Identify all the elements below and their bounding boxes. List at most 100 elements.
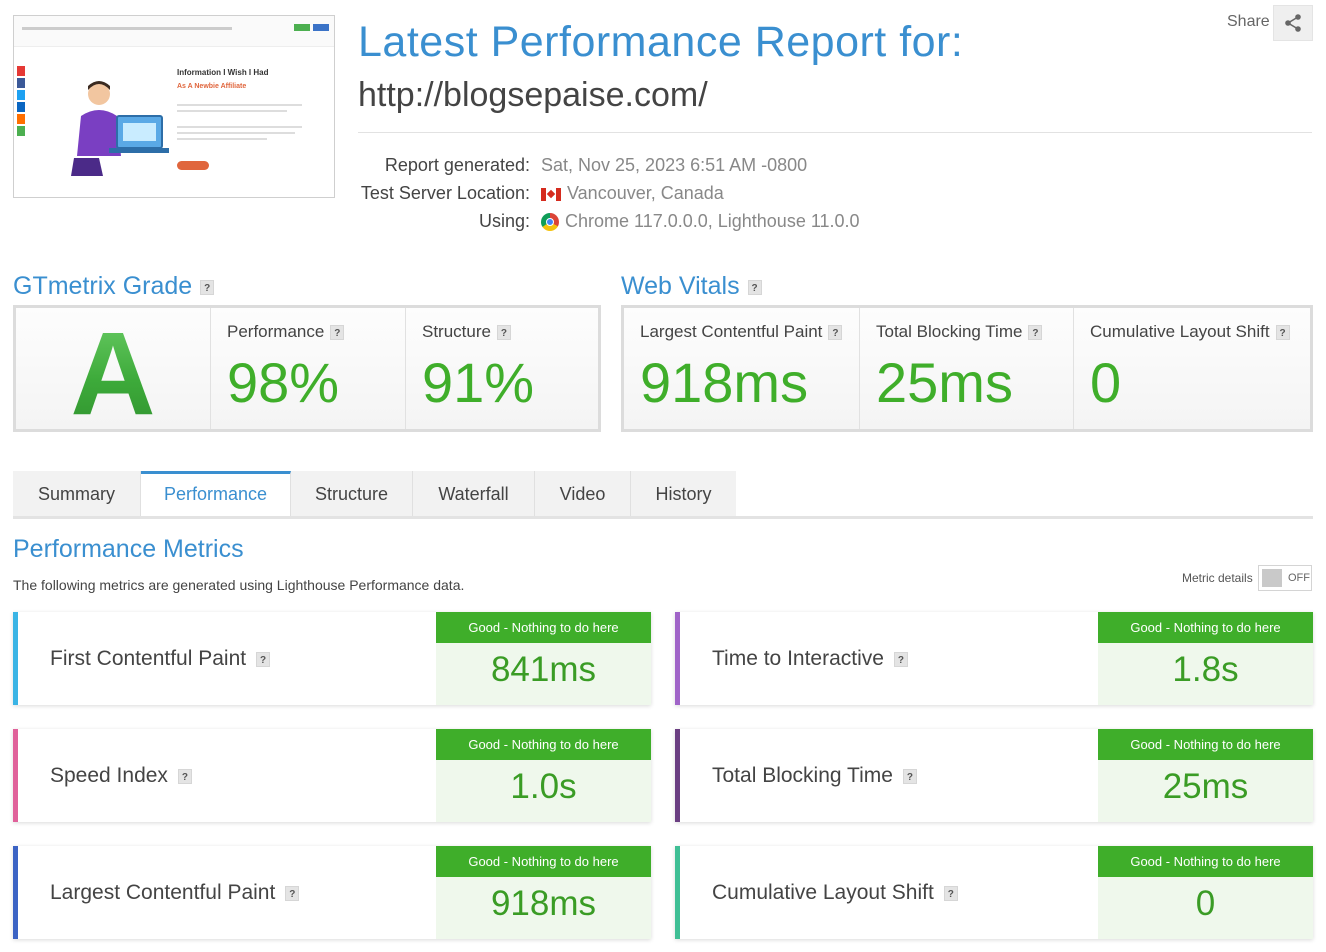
share-button[interactable] xyxy=(1273,5,1313,41)
thumbnail-cta xyxy=(177,161,209,170)
metric-rating-badge: Good - Nothing to do here xyxy=(1098,612,1313,643)
metric-details-label: Metric details xyxy=(1182,571,1253,585)
metric-rating-badge: Good - Nothing to do here xyxy=(436,846,651,877)
metric-value: 0 xyxy=(1195,884,1216,923)
report-generated-label: Report generated: xyxy=(384,155,530,175)
page-screenshot-thumbnail[interactable]: Information I Wish I Had As A Newbie Aff… xyxy=(13,15,335,198)
metric-help-icon[interactable]: ? xyxy=(902,768,917,784)
vitals-help-icon[interactable]: ? xyxy=(747,279,762,295)
metric-value: 1.0s xyxy=(510,767,577,806)
performance-score-label: Performance? xyxy=(227,322,345,342)
grade-letter-cell: A xyxy=(16,308,211,440)
metric-accent-bar xyxy=(13,846,18,939)
metric-card-largest-contentful-paint: Largest Contentful Paint? Good - Nothing… xyxy=(13,846,651,939)
header-divider xyxy=(358,132,1312,133)
thumbnail-social-icons xyxy=(17,66,25,138)
grade-letter: A xyxy=(16,306,210,442)
metric-help-icon[interactable]: ? xyxy=(893,651,908,667)
vital-cls-label: Cumulative Layout Shift? xyxy=(1090,322,1290,342)
cls-help-icon[interactable]: ? xyxy=(1275,325,1290,341)
metric-help-icon[interactable]: ? xyxy=(943,885,958,901)
metric-rating: Good - Nothing to do here 918ms xyxy=(436,846,651,939)
metric-rating-badge: Good - Nothing to do here xyxy=(1098,846,1313,877)
vital-lcp-cell: Largest Contentful Paint? 918ms xyxy=(624,308,860,429)
metric-help-icon[interactable]: ? xyxy=(285,885,300,901)
metric-rating-badge: Good - Nothing to do here xyxy=(1098,729,1313,760)
metric-rating-badge: Good - Nothing to do here xyxy=(436,729,651,760)
metric-details-toggle[interactable]: OFF xyxy=(1258,565,1312,591)
metric-value: 841ms xyxy=(490,650,597,689)
vital-cls-cell: Cumulative Layout Shift? 0 xyxy=(1074,308,1310,429)
canada-flag-icon xyxy=(541,187,561,201)
metric-value: 1.8s xyxy=(1172,650,1239,689)
metric-name: Speed Index? xyxy=(50,729,192,822)
gtmetrix-grade-panel: A Performance? 98% Structure? 91% xyxy=(13,305,601,440)
metric-value: 25ms xyxy=(1162,767,1249,806)
metric-rating: Good - Nothing to do here 25ms xyxy=(1098,729,1313,822)
metric-name: First Contentful Paint? xyxy=(50,612,271,705)
tab-performance[interactable]: Performance xyxy=(141,471,291,517)
toggle-state: OFF xyxy=(1288,572,1310,584)
tbt-help-icon[interactable]: ? xyxy=(1028,325,1043,341)
metric-rating: Good - Nothing to do here 1.0s xyxy=(436,729,651,822)
metric-rating: Good - Nothing to do here 0 xyxy=(1098,846,1313,939)
metric-card-time-to-interactive: Time to Interactive? Good - Nothing to d… xyxy=(675,612,1313,705)
gtmetrix-grade-heading: GTmetrix Grade? xyxy=(13,272,215,301)
performance-metrics-description: The following metrics are generated usin… xyxy=(13,577,465,593)
vital-lcp-value: 918ms xyxy=(640,351,809,414)
metric-help-icon[interactable]: ? xyxy=(177,768,192,784)
metric-value: 918ms xyxy=(490,884,597,923)
metric-name: Time to Interactive? xyxy=(712,612,908,705)
metric-accent-bar xyxy=(13,612,18,705)
performance-help-icon[interactable]: ? xyxy=(330,325,345,341)
report-tabs: Summary Performance Structure Waterfall … xyxy=(13,471,736,517)
toggle-knob xyxy=(1262,569,1282,587)
tabs-divider xyxy=(13,516,1313,519)
performance-score-cell: Performance? 98% xyxy=(211,308,406,429)
metric-help-icon[interactable]: ? xyxy=(256,651,271,667)
vital-tbt-cell: Total Blocking Time? 25ms xyxy=(860,308,1074,429)
report-url[interactable]: http://blogsepaise.com/ xyxy=(358,76,708,114)
thumbnail-subheadline: As A Newbie Affiliate xyxy=(177,83,247,90)
vital-cls-value: 0 xyxy=(1090,351,1122,414)
grade-help-icon[interactable]: ? xyxy=(200,279,215,295)
metric-name: Largest Contentful Paint? xyxy=(50,846,300,939)
thumbnail-cookie-bar xyxy=(14,16,334,47)
illustration-icon xyxy=(71,81,169,176)
tab-structure[interactable]: Structure xyxy=(291,471,413,517)
thumbnail-headline: Information I Wish I Had xyxy=(177,68,269,77)
metric-accent-bar xyxy=(13,729,18,822)
vital-tbt-label: Total Blocking Time? xyxy=(876,322,1043,342)
metric-accent-bar xyxy=(675,729,680,822)
metric-rating: Good - Nothing to do here 841ms xyxy=(436,612,651,705)
metric-card-first-contentful-paint: First Contentful Paint? Good - Nothing t… xyxy=(13,612,651,705)
structure-score-value: 91% xyxy=(422,351,535,414)
structure-help-icon[interactable]: ? xyxy=(496,325,511,341)
tab-summary[interactable]: Summary xyxy=(13,471,141,517)
metric-accent-bar xyxy=(675,612,680,705)
report-generated-value: Sat, Nov 25, 2023 6:51 AM -0800 xyxy=(541,155,808,175)
server-location-label: Test Server Location: xyxy=(360,183,530,203)
tab-history[interactable]: History xyxy=(631,471,736,517)
metric-accent-bar xyxy=(675,846,680,939)
metric-name: Total Blocking Time? xyxy=(712,729,917,822)
performance-metrics-title: Performance Metrics xyxy=(13,535,244,563)
metric-rating-badge: Good - Nothing to do here xyxy=(436,612,651,643)
structure-score-label: Structure? xyxy=(422,322,511,342)
using-label: Using: xyxy=(478,211,530,231)
lcp-help-icon[interactable]: ? xyxy=(828,325,843,341)
vital-tbt-value: 25ms xyxy=(876,351,1013,414)
using-value: Chrome 117.0.0.0, Lighthouse 11.0.0 xyxy=(541,211,860,232)
tab-video[interactable]: Video xyxy=(535,471,631,517)
structure-score-cell: Structure? 91% xyxy=(406,308,598,429)
server-location-value: Vancouver, Canada xyxy=(541,183,724,204)
chrome-icon xyxy=(541,213,559,232)
metric-name: Cumulative Layout Shift? xyxy=(712,846,958,939)
metric-card-cumulative-layout-shift: Cumulative Layout Shift? Good - Nothing … xyxy=(675,846,1313,939)
tab-waterfall[interactable]: Waterfall xyxy=(413,471,535,517)
vital-lcp-label: Largest Contentful Paint? xyxy=(640,322,843,342)
share-label: Share xyxy=(1227,13,1270,30)
metric-card-speed-index: Speed Index? Good - Nothing to do here 1… xyxy=(13,729,651,822)
web-vitals-heading: Web Vitals? xyxy=(621,272,762,301)
performance-score-value: 98% xyxy=(227,351,340,414)
